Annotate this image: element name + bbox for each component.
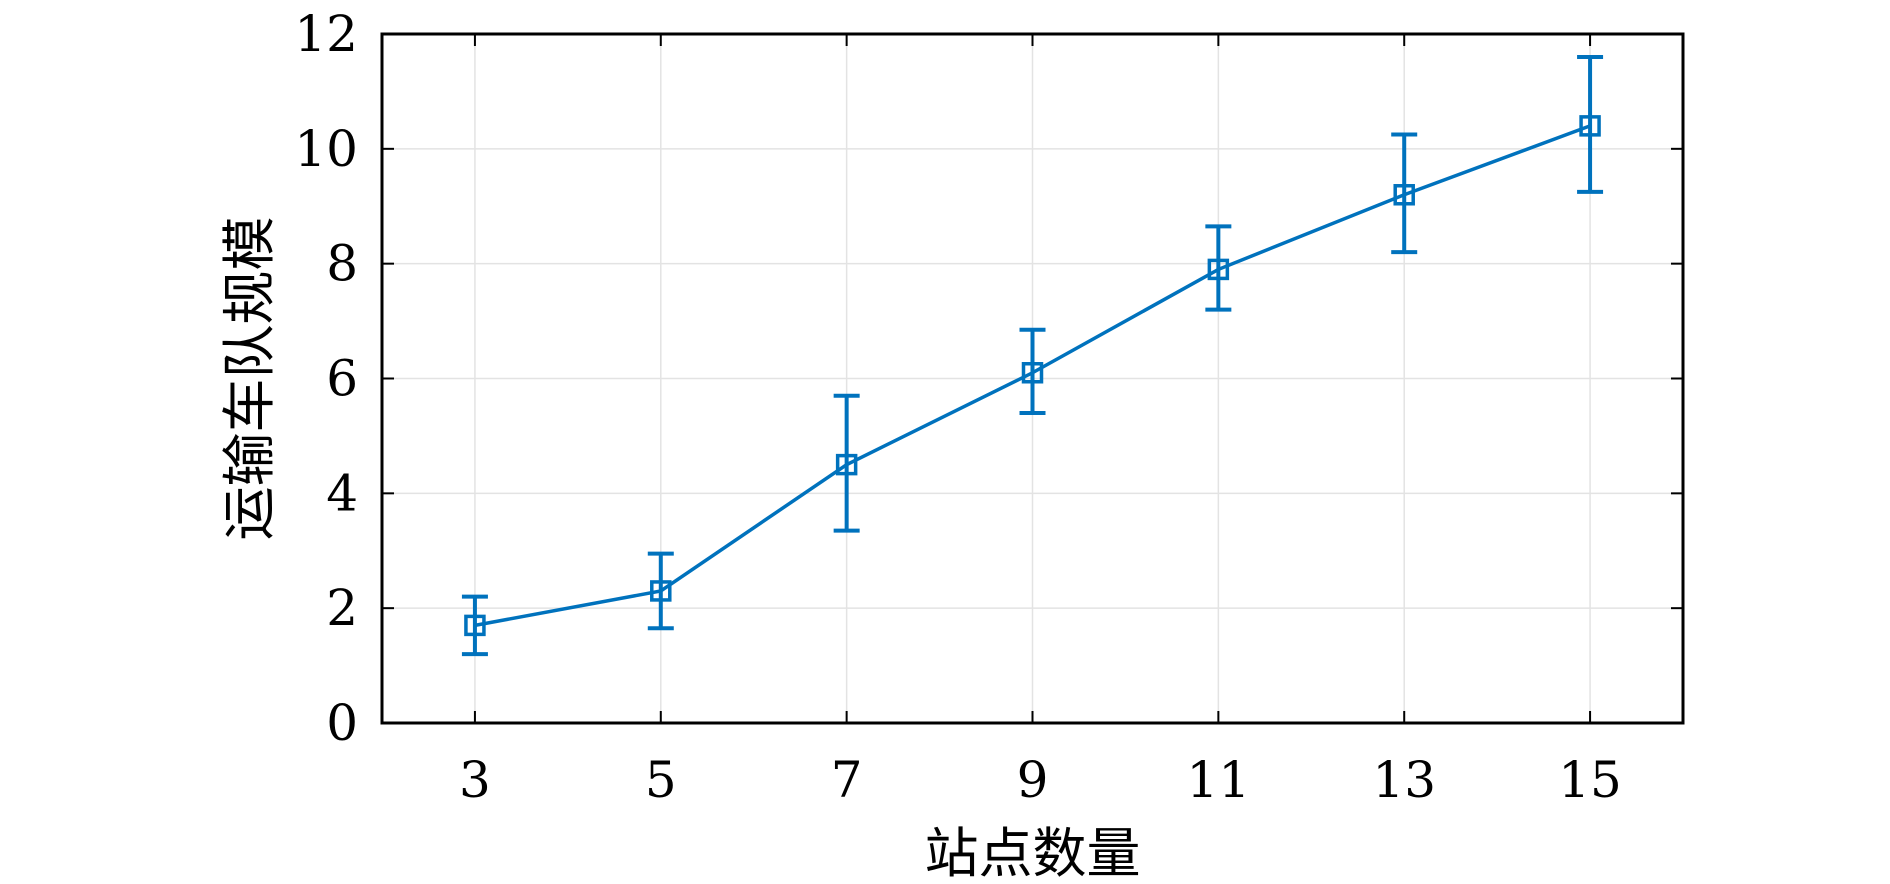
x-tick-label: 7 bbox=[831, 751, 863, 809]
y-tick-label: 12 bbox=[294, 5, 358, 63]
data-point-marker bbox=[650, 580, 672, 602]
series-0 bbox=[461, 54, 1604, 657]
y-tick-label: 4 bbox=[326, 464, 358, 522]
y-axis-title: 运输车队规模 bbox=[218, 217, 281, 541]
data-point-marker bbox=[464, 614, 486, 637]
data-point-marker bbox=[1021, 362, 1044, 384]
x-tick-label: 9 bbox=[1017, 751, 1049, 809]
data-point-marker bbox=[1579, 115, 1601, 137]
x-tick-label: 11 bbox=[1187, 751, 1251, 809]
y-tick-label: 0 bbox=[326, 694, 358, 752]
x-tick-label: 5 bbox=[645, 751, 677, 809]
x-tick-label: 15 bbox=[1558, 751, 1622, 809]
x-tick-label: 3 bbox=[459, 751, 491, 809]
data-point-marker bbox=[835, 453, 858, 476]
y-tick-label: 6 bbox=[326, 350, 358, 408]
x-axis-title: 站点数量 bbox=[925, 822, 1141, 884]
ticks: 3 5 7 9 11 13 15 0 2 4 6 8 10 12 bbox=[294, 5, 1683, 809]
y-tick-label: 8 bbox=[326, 235, 358, 293]
y-tick-label: 2 bbox=[326, 579, 358, 637]
data-point-marker bbox=[1393, 184, 1415, 206]
y-tick-label: 10 bbox=[294, 120, 358, 178]
data-point-marker bbox=[1207, 258, 1230, 281]
x-tick-label: 13 bbox=[1372, 751, 1436, 809]
series bbox=[461, 54, 1604, 657]
